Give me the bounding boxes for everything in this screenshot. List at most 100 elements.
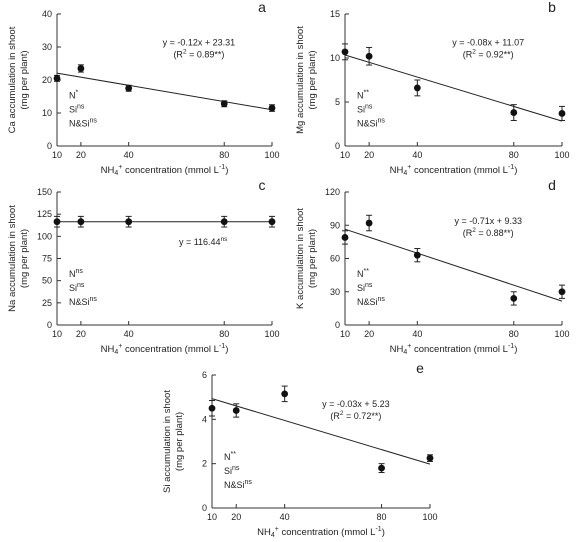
panel-c: 0 25 50 75 100 125 150 10 20 40 80 100 NH4+ concentr… <box>7 177 280 356</box>
regression-line <box>56 72 273 111</box>
data-point <box>232 407 240 414</box>
x-tick-label: 80 <box>509 150 519 160</box>
x-tick-label: 10 <box>340 150 350 160</box>
y-tick-label: 125 <box>37 209 52 219</box>
panel-label: d <box>548 177 556 193</box>
regression-line <box>211 398 431 465</box>
y-tick-label: 0 <box>47 320 52 330</box>
x-tick-label: 100 <box>264 150 279 160</box>
regression-equation: y = -0.12x + 23.31 <box>163 38 236 48</box>
regression-equation: y = -0.03x + 5.23 <box>322 399 390 409</box>
data-point <box>510 109 518 116</box>
x-tick-label: 80 <box>219 150 229 160</box>
x-tick-label: 20 <box>364 329 374 339</box>
r-squared: (R2 = 0.88**) <box>463 227 514 238</box>
y-tick-label: 4 <box>202 414 207 424</box>
r-squared: (R2 = 0.89**) <box>173 49 224 60</box>
y-tick-label: 150 <box>37 187 52 197</box>
panel-b: 0 5 10 15 10 20 40 80 100 NH4+ concentration (mmo… <box>295 0 570 177</box>
y-tick-label: 30 <box>42 42 52 52</box>
x-tick-label: 10 <box>52 329 62 339</box>
y-tick-label: 0 <box>335 141 340 151</box>
x-tick-label: 10 <box>52 150 62 160</box>
x-axis-label: NH4+ concentration (mmol L-1) <box>257 526 385 539</box>
data-point <box>378 464 385 472</box>
regression-line <box>344 228 563 302</box>
y-tick-label: 15 <box>330 9 340 19</box>
data-point <box>268 104 276 112</box>
x-tick-label: 20 <box>76 150 86 160</box>
panel-label: c <box>259 177 266 193</box>
x-tick-label: 20 <box>231 512 241 522</box>
y-axis-label: Na accumulation in shoot <box>7 205 18 312</box>
y-tick-label: 10 <box>42 108 52 118</box>
y-axis-label: K accumulation in shoot <box>295 208 306 309</box>
significance-n-si: N&Sins <box>224 479 252 490</box>
significance-si: Sins <box>69 103 85 114</box>
y-tick-label: 2 <box>202 459 207 469</box>
y-axis-label: Si accumulation in shoot <box>162 390 173 493</box>
significance-n-si: N&Sins <box>69 117 97 128</box>
data-point <box>53 74 61 82</box>
data-point <box>365 219 373 227</box>
y-tick-label: 0 <box>335 320 340 330</box>
x-tick-label: 20 <box>364 150 374 160</box>
data-point <box>341 48 349 56</box>
data-point <box>53 218 61 226</box>
x-axis-label: NH4+ concentration (mmol L-1) <box>101 164 229 177</box>
x-tick-label: 40 <box>124 329 134 339</box>
y-tick-label: 60 <box>330 254 340 264</box>
y-axis-units: (mg per plant) <box>19 50 30 109</box>
data-point <box>208 404 216 412</box>
y-tick-label: 90 <box>330 220 340 230</box>
y-tick-label: 25 <box>42 298 52 308</box>
panel-e: 0 2 4 6 10 20 40 80 100 NH4+ concentration (mmol … <box>162 360 438 539</box>
significance-si: Sins <box>69 282 85 293</box>
y-tick-label: 0 <box>202 503 207 513</box>
x-tick-label: 100 <box>264 329 279 339</box>
x-axis-label: NH4+ concentration (mmol L-1) <box>390 164 518 177</box>
data-point <box>220 218 228 226</box>
x-tick-label: 10 <box>340 329 350 339</box>
x-tick-label: 40 <box>280 512 290 522</box>
panel-label: e <box>416 360 424 376</box>
x-tick-label: 40 <box>412 150 422 160</box>
significance-si: Sins <box>357 282 373 293</box>
panel-label: b <box>548 0 556 15</box>
data-point <box>220 100 228 108</box>
y-axis-label: Ca accumulation in shoot <box>7 26 18 133</box>
x-tick-label: 80 <box>377 512 387 522</box>
y-tick-label: 6 <box>202 370 207 380</box>
significance-n-si: N&Sins <box>357 296 385 307</box>
y-tick-label: 120 <box>325 187 340 197</box>
data-point <box>558 288 566 296</box>
x-tick-label: 80 <box>219 329 229 339</box>
y-axis-units: (mg per plant) <box>307 229 318 288</box>
significance-si: Sins <box>357 103 373 114</box>
y-tick-label: 10 <box>330 53 340 63</box>
y-tick-label: 5 <box>335 97 340 107</box>
panel-d: 0 30 60 90 120 10 20 40 80 100 NH4+ concentration … <box>295 177 570 356</box>
data-point <box>426 454 434 462</box>
significance-n: N* <box>69 89 79 100</box>
significance-si: Sins <box>224 465 240 476</box>
r-squared: (R2 = 0.72**) <box>330 410 381 421</box>
significance-n: N** <box>357 89 369 100</box>
data-point <box>125 84 133 92</box>
y-tick-label: 20 <box>42 75 52 85</box>
y-axis-label: Mg accumulation in shoot <box>295 26 306 134</box>
data-point <box>510 295 518 302</box>
x-tick-label: 100 <box>422 512 437 522</box>
x-tick-label: 10 <box>207 512 217 522</box>
data-point <box>413 251 421 259</box>
significance-n: N** <box>357 268 369 279</box>
significance-n: N** <box>224 451 236 462</box>
y-tick-label: 0 <box>47 141 52 151</box>
regression-line <box>344 54 563 122</box>
r-squared: (R2 = 0.92**) <box>463 49 514 60</box>
data-point <box>413 84 421 92</box>
data-point <box>341 234 349 241</box>
y-tick-label: 75 <box>42 254 52 264</box>
